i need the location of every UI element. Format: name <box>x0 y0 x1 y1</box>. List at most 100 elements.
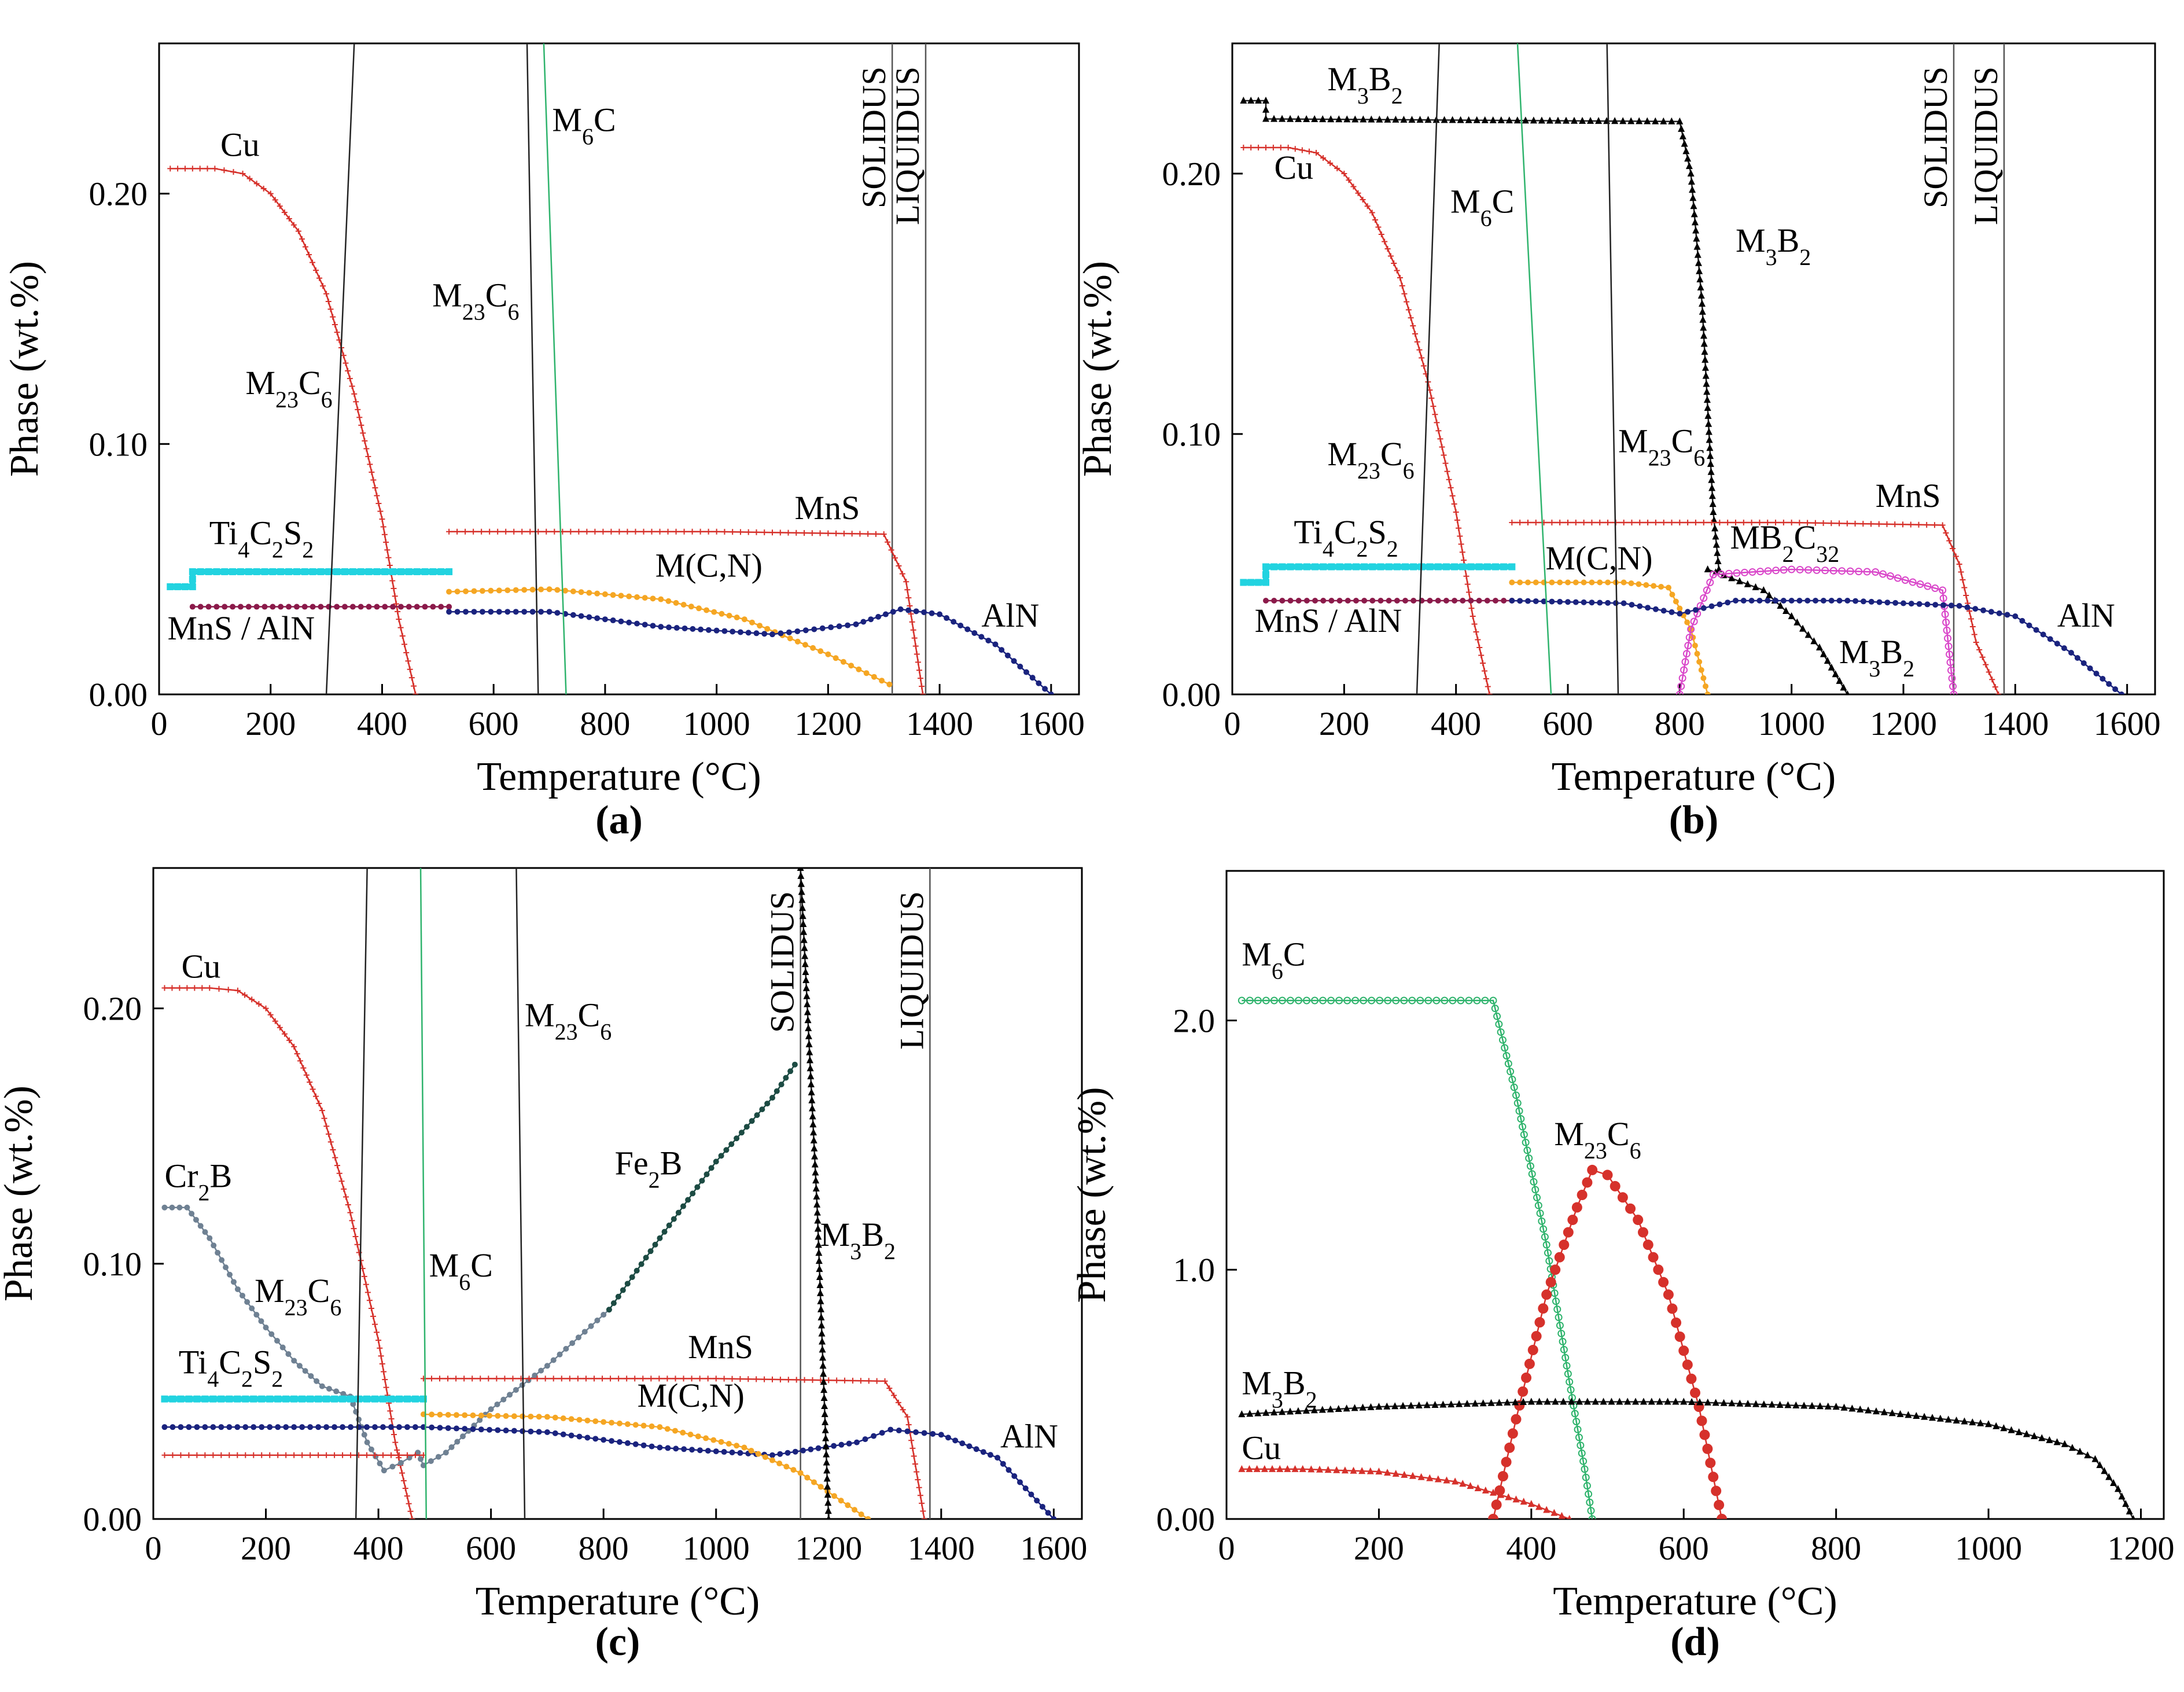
y-axis-title: Phase (wt.%) <box>0 1086 41 1301</box>
liquidus-label: LIQUIDUS <box>1967 67 2005 225</box>
liquidus-label: LIQUIDUS <box>893 891 930 1050</box>
panel-label: (a) <box>595 798 643 843</box>
x-axis-title: Temperature (°C) <box>476 1579 760 1624</box>
phase-label-cu: Cu <box>220 126 260 164</box>
phase-label-aln: AlN <box>2057 597 2115 634</box>
phase-label-aln: AlN <box>981 597 1039 634</box>
y-tick-label: 0.20 <box>83 990 142 1028</box>
phase-label-cu: Cu <box>182 948 221 985</box>
phase-label-cu: Cu <box>1275 149 1314 186</box>
x-tick-label: 600 <box>469 705 519 742</box>
series-line <box>419 868 428 1519</box>
x-tick-label: 1200 <box>794 705 861 742</box>
y-tick-label: 0.10 <box>89 425 148 463</box>
phase-label-ti4c2s2: Ti4C2S2 <box>1294 513 1398 562</box>
x-tick-label: 1600 <box>1020 1529 1087 1567</box>
y-axis-title: Phase (wt.%) <box>2 261 47 477</box>
series-m-c-n <box>446 586 893 687</box>
chart-panel-a: 0 200 400 600 800 1000 1200 1400 1600 0.00 0.10 0.2… <box>2 42 1085 843</box>
x-tick-label: 1400 <box>1982 705 2049 742</box>
y-axis-title: Phase (wt.%) <box>1076 261 1120 477</box>
x-tick-label: 0 <box>1218 1529 1235 1567</box>
x-tick-label: 600 <box>466 1529 516 1567</box>
chart-panel-d: 0 200 400 600 800 1000 1200 0.00 1.0 2.0 Temperatu… <box>1070 870 2174 1664</box>
phase-label-ti4c2s2: Ti4C2S2 <box>209 514 314 562</box>
series-line <box>543 43 567 694</box>
series-m23c6-low-t <box>325 43 355 694</box>
series-cu <box>161 985 415 1519</box>
x-tick-label: 800 <box>579 1529 629 1567</box>
series-line <box>1243 100 1720 570</box>
x-tick-label: 1200 <box>1870 705 1937 742</box>
x-tick-label: 1600 <box>2094 705 2161 742</box>
x-tick-label: 800 <box>1811 1529 1861 1567</box>
phase-label-m23c6: M23C6 <box>245 364 332 413</box>
chart-panel-b: 0 200 400 600 800 1000 1200 1400 1600 0.00 0.10 0.2… <box>1076 42 2161 843</box>
series-m3b2 <box>797 868 832 1519</box>
phase-label-m23c6: M23C6 <box>255 1272 341 1321</box>
x-tick-label: 400 <box>353 1529 404 1567</box>
phase-label-ti4c2s2: Ti4C2S2 <box>179 1344 283 1392</box>
x-tick-label: 800 <box>580 705 630 742</box>
y-tick-label: 0.00 <box>1162 676 1221 713</box>
x-tick-label: 1600 <box>1018 705 1085 742</box>
y-tick-label: 0.10 <box>83 1245 142 1283</box>
x-tick-label: 200 <box>1319 705 1369 742</box>
phase-label-m-c-n: M(C,N) <box>1545 539 1652 577</box>
y-tick-label: 0.00 <box>83 1500 142 1538</box>
series-m-c-n <box>420 1411 871 1519</box>
phase-label-m3b2: M3B2 <box>1327 60 1402 109</box>
x-axis-title: Temperature (°C) <box>1552 755 1836 799</box>
x-tick-label: 200 <box>241 1529 291 1567</box>
panel-label: (b) <box>1669 798 1719 843</box>
plot-frame <box>152 867 1083 1520</box>
x-tick-label: 400 <box>1506 1529 1556 1567</box>
series-ti4c2s2 <box>1240 563 1516 586</box>
series-m-c-n <box>1509 579 1711 694</box>
y-tick-label: 0.10 <box>1162 415 1221 453</box>
phase-label-m3b2: M3B2 <box>1839 633 1914 682</box>
series-m6c <box>543 43 567 694</box>
x-tick-label: 1000 <box>1955 1529 2022 1567</box>
phase-label-m23c6: M23C6 <box>432 276 519 325</box>
x-tick-label: 0 <box>145 1529 162 1567</box>
y-tick-label: 0.20 <box>1162 155 1221 193</box>
series-line <box>1512 582 1708 694</box>
series-m6c <box>1238 996 1596 1519</box>
series-line <box>1707 568 1848 694</box>
series-m3b2-lower <box>1704 565 1850 694</box>
x-tick-label: 0 <box>151 705 168 742</box>
x-tick-label: 800 <box>1655 705 1705 742</box>
plot-frame <box>1231 42 2156 696</box>
phase-label-m6c: M6C <box>1242 936 1305 984</box>
x-tick-label: 600 <box>1659 1529 1709 1567</box>
series-aln <box>161 1424 1057 1519</box>
panel-label: (d) <box>1670 1620 1720 1664</box>
x-tick-label: 0 <box>1224 705 1241 742</box>
series-line <box>164 987 413 1519</box>
x-tick-label: 1000 <box>1758 705 1825 742</box>
phase-label-cr2b: Cr2B <box>164 1157 232 1205</box>
series-mns <box>1509 520 2002 694</box>
y-tick-label: 2.0 <box>1173 1002 1216 1039</box>
series-line <box>164 1207 610 1472</box>
x-tick-label: 1200 <box>2107 1529 2174 1567</box>
phase-label-m23c6: M23C6 <box>1618 422 1705 471</box>
phase-label-mns: MnS <box>1876 477 1941 514</box>
y-axis-title: Phase (wt.%) <box>1070 1087 1114 1303</box>
phase-label-m-c-n: M(C,N) <box>655 547 763 584</box>
y-tick-label: 0.00 <box>1157 1500 1216 1538</box>
series-line <box>325 43 355 694</box>
phase-label-mns-aln: MnS / AlN <box>1255 602 1402 639</box>
x-axis-title: Temperature (°C) <box>1553 1579 1837 1624</box>
series-fe2b <box>606 1061 798 1313</box>
series-mns <box>420 1375 927 1519</box>
y-tick-label: 1.0 <box>1173 1251 1216 1289</box>
x-tick-label: 400 <box>1431 705 1481 742</box>
x-tick-label: 1400 <box>908 1529 975 1567</box>
series-line <box>1492 1169 1723 1519</box>
series-line <box>1679 568 1955 694</box>
series-line <box>1512 599 2122 694</box>
phase-label-mb2c32: MB2C32 <box>1730 518 1839 567</box>
